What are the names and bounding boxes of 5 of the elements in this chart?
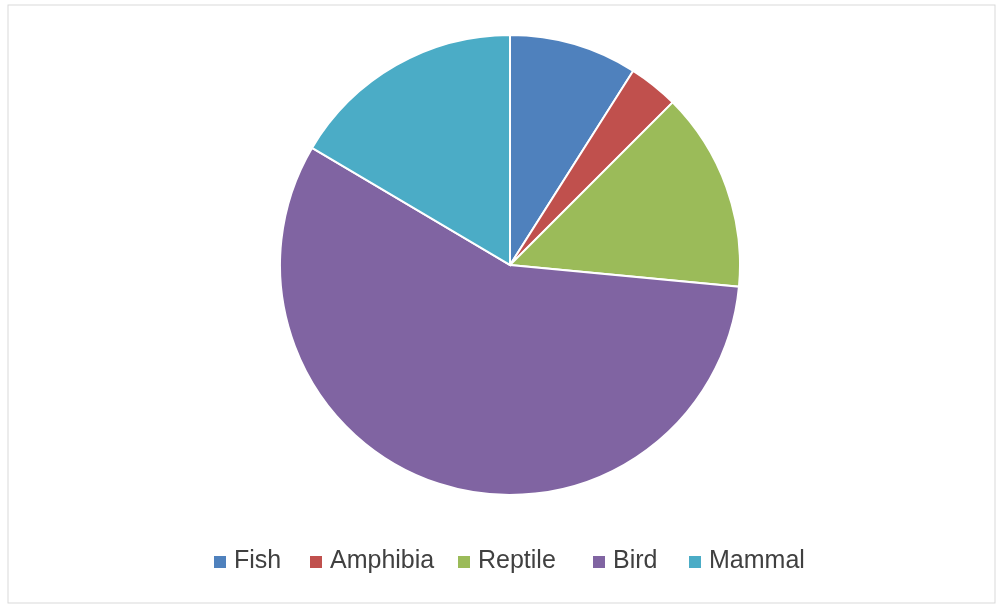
legend-label: Reptile <box>478 545 556 573</box>
legend-label: Amphibia <box>330 545 435 573</box>
legend-label: Bird <box>613 545 658 573</box>
legend-label: Mammal <box>709 545 805 573</box>
legend-label: Fish <box>234 545 282 573</box>
